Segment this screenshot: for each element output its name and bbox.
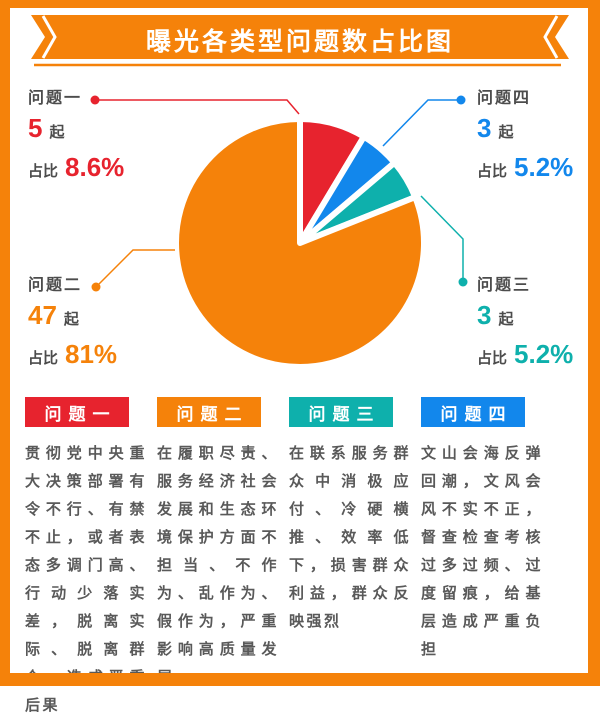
callout-q2-ratio-label: 占比: [28, 350, 59, 367]
ribbon-fold-left: [41, 15, 57, 59]
callout-q3-count: 3: [477, 300, 492, 330]
callout-q4-unit: 起: [498, 124, 514, 141]
callout-q1-name: 问题一: [28, 90, 83, 107]
legend-item-q2-title: 问题二: [157, 397, 261, 427]
leader-dot-q4: [456, 95, 466, 105]
leader-line-q1: [95, 99, 300, 115]
callout-q4-percent-row: 占比 5.2%: [477, 153, 573, 186]
legend-item-q4: 问题四 文山会海反弹回潮，文风会风不实不正，督查检查考核过多过频、过度留痕，给基…: [421, 397, 543, 720]
legend-item-q2-description: 在履职尽责、服务经济社会发展和生态环境保护方面不担当、不作为、乱作为、假作为，严…: [157, 445, 279, 686]
title-ribbon: [31, 15, 569, 59]
callout-q1-percent-row: 占比 8.6%: [28, 153, 124, 186]
callout-q1-count: 5: [28, 113, 43, 143]
callout-q1: 问题一 5 起 占比 8.6%: [28, 89, 124, 186]
callout-q4-count: 3: [477, 113, 492, 143]
leader-line-q2: [95, 249, 175, 288]
callout-q3-unit: 起: [498, 311, 514, 328]
legend-item-q2: 问题二 在履职尽责、服务经济社会发展和生态环境保护方面不担当、不作为、乱作为、假…: [157, 397, 279, 720]
leader-dot-q1: [90, 95, 100, 105]
legend-item-q4-title: 问题四: [421, 397, 525, 427]
callout-q3-percent: 5.2%: [514, 339, 574, 369]
callout-q4-count-row: 3 起: [477, 114, 573, 147]
callout-q3-name: 问题三: [477, 277, 532, 294]
callout-q3-count-row: 3 起: [477, 301, 573, 334]
leader-dot-q2: [91, 282, 101, 292]
callout-q2-percent-row: 占比 81%: [28, 340, 117, 373]
chart-canvas: [31, 15, 569, 370]
callout-q3-ratio-label: 占比: [477, 350, 508, 367]
legend-item-q1: 问题一 贯彻党中央重大决策部署有令不行、有禁不止，或者表态多调门高、行动少落实差…: [25, 397, 147, 720]
callout-q4-name: 问题四: [477, 90, 532, 107]
legend-item-q3: 问题三 在联系服务群众中消极应付、冷硬横推、效率低下，损害群众利益，群众反映强烈: [289, 397, 411, 720]
callout-q1-ratio-label: 占比: [28, 163, 59, 180]
page-title: 曝光各类型问题数占比图: [145, 28, 454, 56]
callout-q2-percent: 81%: [65, 339, 118, 369]
legend: 问题一 贯彻党中央重大决策部署有令不行、有禁不止，或者表态多调门高、行动少落实差…: [25, 397, 543, 720]
legend-item-q3-description: 在联系服务群众中消极应付、冷硬横推、效率低下，损害群众利益，群众反映强烈: [289, 445, 411, 630]
callout-q2-count: 47: [28, 300, 57, 330]
legend-item-q4-description: 文山会海反弹回潮，文风会风不实不正，督查检查考核过多过频、过度留痕，给基层造成严…: [421, 445, 543, 658]
callout-q1-percent: 8.6%: [65, 152, 125, 182]
callout-q3-percent-row: 占比 5.2%: [477, 340, 573, 373]
callout-q1-unit: 起: [49, 124, 65, 141]
ribbon-fold-right: [543, 15, 559, 59]
callout-q4: 问题四 3 起 占比 5.2%: [477, 89, 573, 186]
legend-item-q1-description: 贯彻党中央重大决策部署有令不行、有禁不止，或者表态多调门高、行动少落实差，脱离实…: [25, 445, 147, 714]
legend-item-q1-title: 问题一: [25, 397, 129, 427]
callout-q2-name: 问题二: [28, 277, 83, 294]
leader-line-q3: [420, 195, 464, 281]
leader-line-q4: [382, 99, 460, 147]
callout-q2-count-row: 47 起: [28, 301, 117, 334]
callout-q4-ratio-label: 占比: [477, 163, 508, 180]
callout-q3: 问题三 3 起 占比 5.2%: [477, 276, 573, 373]
leader-dot-q3: [458, 277, 468, 287]
callout-q2-unit: 起: [63, 311, 79, 328]
pie-chart: [173, 115, 428, 370]
pie-slice-问题二: [173, 116, 428, 370]
callout-q4-percent: 5.2%: [514, 152, 574, 182]
callout-q1-count-row: 5 起: [28, 114, 124, 147]
callout-q2: 问题二 47 起 占比 81%: [28, 276, 117, 373]
legend-item-q3-title: 问题三: [289, 397, 393, 427]
